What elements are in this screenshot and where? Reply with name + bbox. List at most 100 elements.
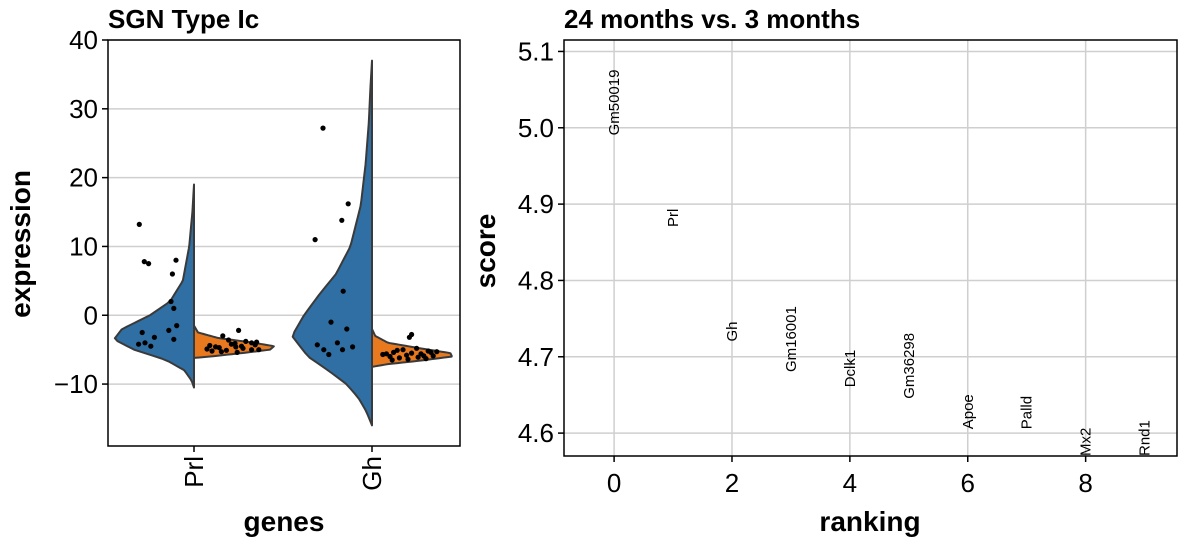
ranking-y-tick-label: 4.8 xyxy=(518,265,554,295)
violin-point xyxy=(243,338,249,344)
violin-points xyxy=(136,125,440,363)
violin-point xyxy=(405,356,411,362)
violin-y-tick-label: 20 xyxy=(69,163,98,193)
ranking-gene-label: Apoe xyxy=(960,394,977,429)
violin-point xyxy=(340,288,346,294)
violin-point xyxy=(321,347,327,353)
violin-y-tick-label: 30 xyxy=(69,94,98,124)
violin-point xyxy=(344,326,350,332)
violin-point xyxy=(223,347,229,353)
ranking-y-tick-label: 4.6 xyxy=(518,418,554,448)
ranking-plot-frame xyxy=(563,39,1178,457)
violin-x-ticks: Prl Gh xyxy=(179,446,387,491)
violin-point xyxy=(204,346,210,352)
ranking-x-tick-label: 4 xyxy=(843,468,857,498)
violin-point xyxy=(171,305,177,311)
violin-y-tick-label: 10 xyxy=(69,231,98,261)
violin-point xyxy=(326,351,332,358)
violin-point xyxy=(136,341,142,347)
violin-point xyxy=(234,349,240,355)
ranking-gene-label: Rnd1 xyxy=(1137,420,1154,456)
violin-point xyxy=(320,125,326,131)
ranking-gene-label: Prl xyxy=(665,209,682,227)
violin-point xyxy=(406,334,412,340)
ranking-y-tick-label: 4.9 xyxy=(518,189,554,219)
violin-y-axis-label: expression xyxy=(5,170,36,318)
violin-point xyxy=(404,352,410,358)
ranking-y-ticks: 4.6 4.7 4.8 4.9 5.0 5.1 xyxy=(518,36,564,448)
violin-point xyxy=(339,347,346,353)
violin-body-Prl-left xyxy=(113,183,195,389)
violin-point xyxy=(209,348,215,354)
ranking-x-tick-label: 6 xyxy=(961,468,975,498)
violin-point xyxy=(148,343,154,349)
violin-plot-frame xyxy=(107,39,461,447)
violin-point xyxy=(400,347,406,353)
violin-bodies xyxy=(113,59,453,427)
ranking-gene-label: Gh xyxy=(724,321,741,341)
violin-point xyxy=(220,333,226,339)
violin-point xyxy=(236,327,242,333)
violin-point xyxy=(171,336,177,342)
ranking-x-tick-label: 2 xyxy=(725,468,739,498)
ranking-panel: Gm50019 Prl Gh Gm16001 Dclk1 Gm36298 Apoe Palld… xyxy=(470,4,1178,537)
violin-point xyxy=(254,339,260,345)
violin-point xyxy=(142,340,148,346)
violin-y-tick-label: 0 xyxy=(84,300,98,330)
ranking-gene-label: Palld xyxy=(1019,396,1036,429)
violin-point xyxy=(334,340,340,346)
ranking-x-axis-label: ranking xyxy=(819,506,920,537)
ranking-gridlines xyxy=(564,40,1177,456)
ranking-y-tick-label: 5.0 xyxy=(518,113,554,143)
violin-point xyxy=(232,340,238,347)
ranking-y-axis-label: score xyxy=(470,214,501,289)
violin-point xyxy=(218,349,224,355)
violin-point xyxy=(428,349,434,355)
ranking-gene-label: Mx2 xyxy=(1078,428,1095,456)
violin-point xyxy=(350,344,356,350)
violin-point xyxy=(421,353,427,359)
violin-point xyxy=(168,298,174,305)
violin-x-tick-label: Prl xyxy=(179,456,209,488)
violin-point xyxy=(414,345,420,351)
violin-point xyxy=(389,357,395,363)
violin-point xyxy=(216,345,222,351)
violin-x-tick-label: Gh xyxy=(357,456,387,491)
violin-point xyxy=(249,347,255,353)
violin-point xyxy=(166,327,172,333)
ranking-gene-label: Dclk1 xyxy=(842,350,859,388)
violin-point xyxy=(312,237,318,243)
violin-point xyxy=(394,347,400,353)
violin-point xyxy=(146,261,152,267)
violin-point xyxy=(409,350,415,356)
violin-point xyxy=(141,259,147,265)
violin-point xyxy=(226,337,232,343)
violin-y-ticks: −10 0 10 20 30 40 xyxy=(54,25,108,399)
ranking-title: 24 months vs. 3 months xyxy=(564,4,860,34)
violin-point xyxy=(207,342,213,349)
violin-y-tick-label: 40 xyxy=(69,25,98,55)
violin-point xyxy=(434,349,440,355)
ranking-x-tick-label: 8 xyxy=(1078,468,1092,498)
violin-y-tick-label: −10 xyxy=(54,369,98,399)
violin-point xyxy=(249,340,255,346)
ranking-y-tick-label: 4.7 xyxy=(518,342,554,372)
violin-point xyxy=(339,217,345,223)
violin-title: SGN Type Ic xyxy=(108,4,259,34)
violin-point xyxy=(151,334,157,340)
violin-point xyxy=(328,319,334,325)
violin-point xyxy=(396,355,402,361)
violin-point xyxy=(256,347,262,353)
violin-point xyxy=(314,342,320,348)
violin-point xyxy=(169,271,175,277)
violin-x-axis-label: genes xyxy=(244,506,325,537)
ranking-gene-label: Gm36298 xyxy=(901,333,918,399)
ranking-gene-label: Gm16001 xyxy=(783,306,800,372)
violin-point xyxy=(174,323,180,329)
violin-point xyxy=(345,201,351,207)
violin-panel: −10 0 10 20 30 40 Prl Gh SGN Type Ic genes exp… xyxy=(5,4,461,537)
ranking-y-tick-label: 5.1 xyxy=(518,36,554,66)
violin-body-Gh-left xyxy=(291,59,373,427)
violin-point xyxy=(415,354,421,360)
